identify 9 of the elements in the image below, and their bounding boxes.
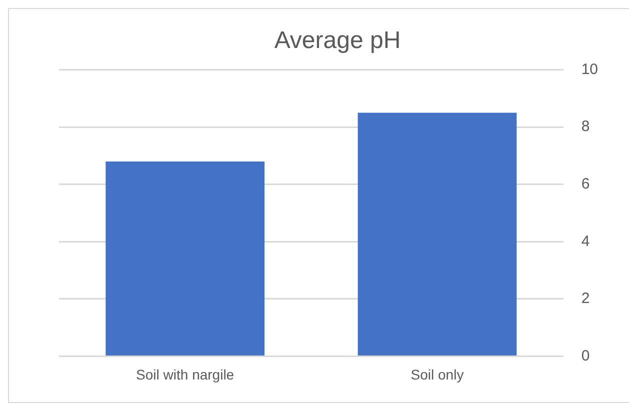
y-tick-label: 4 bbox=[581, 232, 590, 250]
y-tick-label: 10 bbox=[581, 60, 598, 78]
y-tick-label: 8 bbox=[581, 118, 590, 136]
x-tick-label: Soil with nargile bbox=[136, 366, 234, 382]
chart-title: Average pH bbox=[274, 27, 401, 54]
x-tick-label: Soil only bbox=[410, 366, 464, 382]
y-tick-label: 0 bbox=[581, 347, 590, 364]
y-tick-label: 2 bbox=[581, 290, 590, 308]
y-tick-label: 6 bbox=[581, 176, 590, 192]
